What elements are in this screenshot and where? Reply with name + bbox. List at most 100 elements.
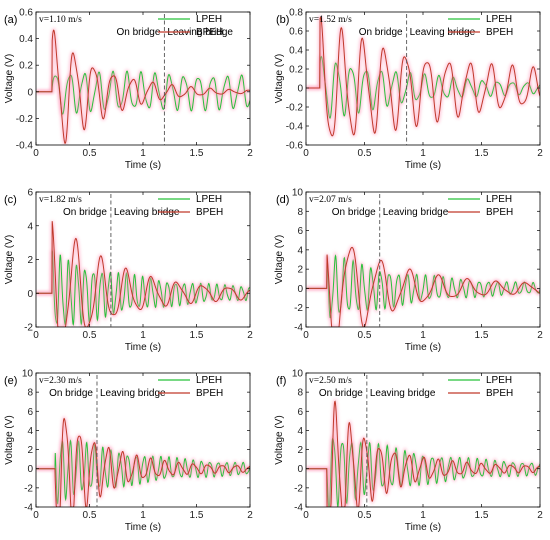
y-tick-label: 0.2 [289, 65, 303, 76]
x-tick-label: 0.5 [358, 330, 372, 341]
x-tick-label: 2 [247, 510, 253, 521]
legend: LPEH BPEH [158, 14, 223, 38]
x-tick-label: 1.5 [190, 148, 204, 159]
x-tick-label: 1 [140, 330, 146, 341]
y-tick-label: 10 [22, 369, 34, 380]
legend-label-bpeh: BPEH [196, 388, 223, 399]
x-tick-label: 2 [247, 330, 253, 341]
x-tick-label: 1 [140, 510, 146, 521]
y-tick-label: -2 [294, 483, 303, 494]
x-tick-label: 1 [420, 148, 426, 159]
x-tick-label: 2 [537, 330, 543, 341]
x-tick-label: 1.5 [475, 148, 489, 159]
x-tick-label: 1 [420, 510, 426, 521]
x-tick-label: 0.5 [83, 148, 97, 159]
x-axis-label: Time (s) [405, 342, 441, 353]
x-axis-label: Time (s) [125, 160, 161, 171]
y-tick-label: 0 [297, 464, 303, 475]
x-tick-label: 0 [303, 330, 309, 341]
chart-panel: 0 0.5 1 1.5 2 -4 -2 0 2 4 6 8 10 Time (s) Voltage (V) (… [274, 369, 543, 534]
annotation-leaving-bridge: Leaving bridge [167, 27, 233, 38]
y-tick-label: 6 [297, 226, 303, 237]
y-tick-label: -4 [294, 503, 303, 514]
x-tick-label: 0 [303, 148, 309, 159]
velocity-label: v=1.10 m/s [39, 15, 82, 25]
chart-panel: 0 0.5 1 1.5 2 -4 -2 0 2 4 6 8 10 Time (s) Voltage (V) (… [4, 369, 253, 534]
legend: LPEH BPEH [448, 14, 513, 38]
x-tick-label: 0.5 [358, 148, 372, 159]
legend-label-bpeh: BPEH [196, 27, 223, 38]
legend-label-lpeh: LPEH [196, 14, 222, 25]
y-tick-label: 10 [292, 369, 304, 380]
legend: LPEH BPEH [158, 194, 223, 218]
annotation-leaving-bridge: Leaving bridge [383, 207, 449, 218]
y-tick-label: -0.2 [286, 103, 304, 114]
plot-area [36, 415, 250, 507]
y-axis-label: Voltage (V) [4, 415, 15, 464]
legend-label-bpeh: BPEH [486, 388, 513, 399]
legend-label-lpeh: LPEH [486, 194, 512, 205]
x-axis-label: Time (s) [405, 522, 441, 533]
series-line-bpeh [306, 400, 540, 507]
legend: LPEH BPEH [448, 375, 513, 399]
y-tick-label: 2 [297, 265, 303, 276]
series-line-bpeh [306, 16, 540, 137]
x-tick-label: 1 [140, 148, 146, 159]
x-tick-label: 0 [33, 510, 39, 521]
series-line-bpeh [36, 417, 250, 507]
y-tick-label: 0.4 [289, 46, 303, 57]
panel-label: (a) [4, 14, 17, 26]
y-tick-label: 2 [27, 445, 33, 456]
y-tick-label: 6 [27, 188, 33, 199]
panel-label: (e) [4, 375, 17, 387]
y-tick-label: 4 [297, 426, 303, 437]
y-tick-label: 6 [297, 407, 303, 418]
x-tick-label: 1.5 [190, 510, 204, 521]
x-axis-label: Time (s) [125, 342, 161, 353]
chart-panel: 0 0.5 1 1.5 2 -4 -2 0 2 4 6 8 10 Time (s) Voltage (V) (… [274, 188, 543, 354]
y-tick-label: -0.4 [286, 122, 304, 133]
x-tick-label: 2 [247, 148, 253, 159]
series-line-lpeh [36, 250, 250, 326]
y-tick-label: -2 [294, 303, 303, 314]
y-tick-label: 0 [27, 87, 33, 98]
series-line-lpeh [36, 439, 250, 505]
velocity-label: v=1.82 m/s [39, 195, 82, 205]
y-tick-label: -2 [24, 323, 33, 334]
y-tick-label: 6 [27, 407, 33, 418]
y-tick-label: 0 [297, 84, 303, 95]
plot-area [306, 398, 540, 507]
x-tick-label: 1.5 [190, 330, 204, 341]
panel-label: (c) [4, 194, 17, 206]
series-line-bpeh [36, 29, 250, 144]
panel-label: (b) [276, 14, 289, 26]
annotation-on-bridge: On bridge [63, 207, 107, 218]
legend-label-lpeh: LPEH [486, 375, 512, 386]
x-tick-label: 0.5 [358, 510, 372, 521]
velocity-label: v=2.50 m/s [309, 376, 352, 386]
y-tick-label: -0.2 [16, 114, 34, 125]
annotation-on-bridge: On bridge [49, 388, 93, 399]
y-tick-label: -4 [294, 323, 303, 334]
x-tick-label: 0 [33, 330, 39, 341]
y-tick-label: 8 [297, 207, 303, 218]
legend-label-lpeh: LPEH [196, 375, 222, 386]
y-tick-label: -0.6 [286, 141, 304, 152]
y-tick-label: -0.4 [16, 141, 34, 152]
x-tick-label: 0 [33, 148, 39, 159]
y-tick-label: 0 [297, 284, 303, 295]
velocity-label: v=2.30 m/s [39, 376, 82, 386]
plot-area [36, 27, 250, 145]
y-axis-label: Voltage (V) [4, 54, 15, 103]
annotation-leaving-bridge: Leaving bridge [410, 27, 476, 38]
x-tick-label: 2 [537, 148, 543, 159]
x-tick-label: 1.5 [475, 330, 489, 341]
plot-area [36, 220, 250, 327]
x-tick-label: 0 [303, 510, 309, 521]
series-line-bpeh [36, 221, 250, 327]
legend-label-lpeh: LPEH [196, 194, 222, 205]
annotation-on-bridge: On bridge [359, 27, 403, 38]
annotation-leaving-bridge: Leaving bridge [114, 207, 180, 218]
annotation-on-bridge: On bridge [319, 388, 363, 399]
